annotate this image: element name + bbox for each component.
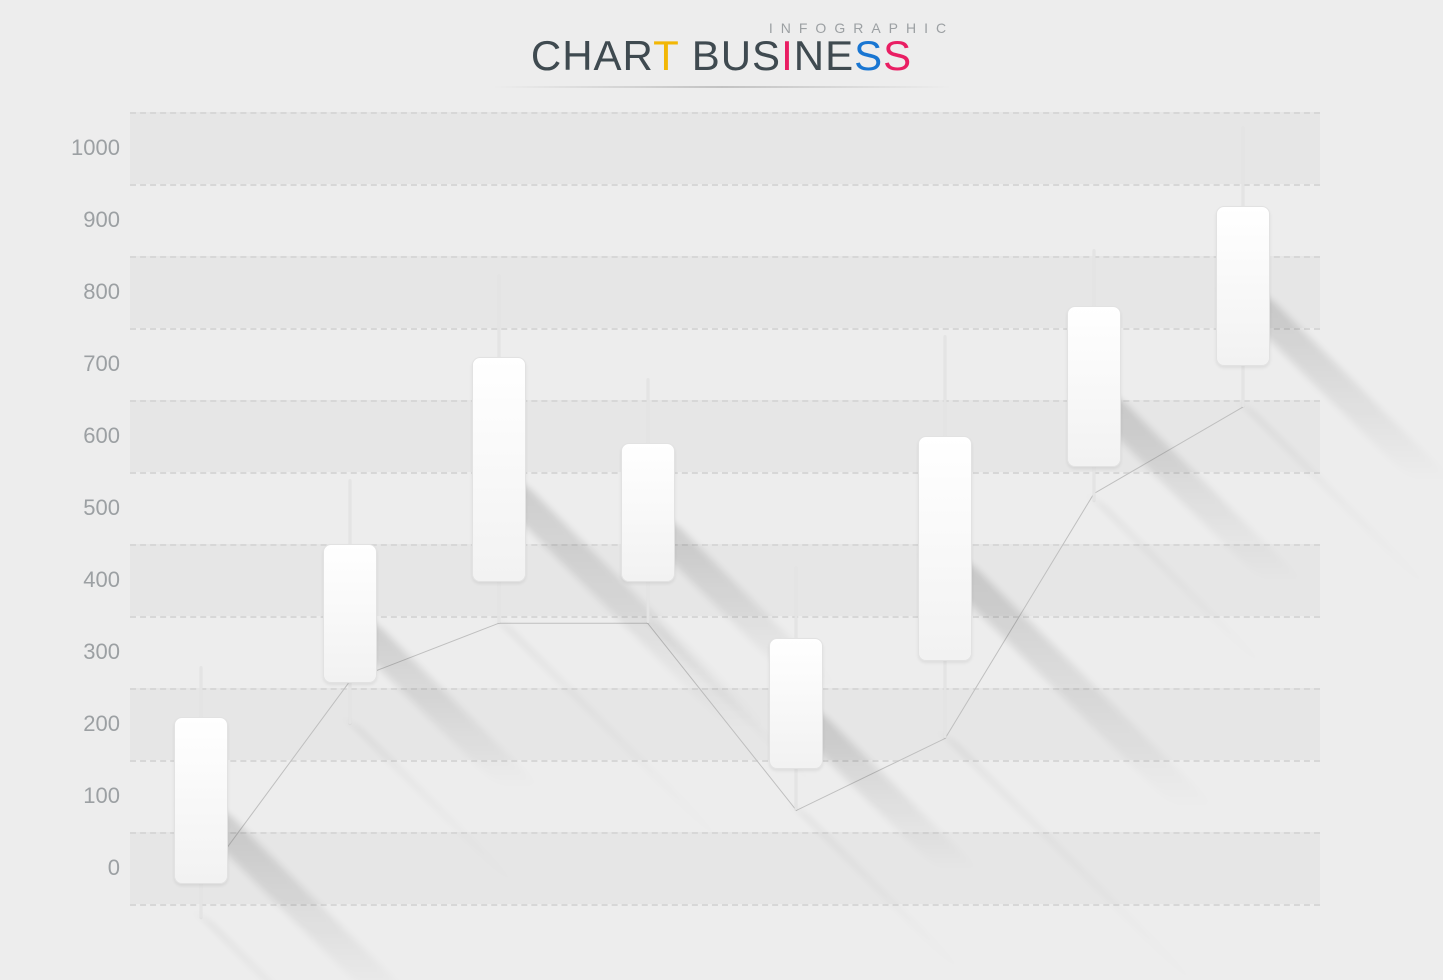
candle bbox=[324, 112, 376, 940]
grid-line bbox=[130, 832, 1320, 834]
candle bbox=[622, 112, 674, 940]
candle-body bbox=[621, 443, 675, 582]
candle bbox=[919, 112, 971, 940]
title-segment: BUS bbox=[692, 32, 781, 79]
grid-line bbox=[130, 256, 1320, 258]
infographic-page: { "header":{ "pre_title":"INFOGRAPHIC", … bbox=[0, 0, 1443, 980]
title-segment: NE bbox=[794, 32, 854, 79]
candle bbox=[175, 112, 227, 940]
title-segment: T bbox=[653, 32, 692, 79]
grid-line bbox=[130, 184, 1320, 186]
candle-body bbox=[769, 638, 823, 770]
candle-body bbox=[1216, 206, 1270, 366]
y-axis-tick-label: 1000 bbox=[40, 135, 120, 161]
trend-line bbox=[130, 112, 1320, 940]
grid-line bbox=[130, 112, 1320, 114]
grid-band bbox=[130, 256, 1320, 328]
candle bbox=[1217, 112, 1269, 940]
candle bbox=[473, 112, 525, 940]
y-axis-tick-label: 100 bbox=[40, 783, 120, 809]
candle bbox=[1068, 112, 1120, 940]
grid-line bbox=[130, 328, 1320, 330]
candle-body bbox=[1067, 306, 1121, 466]
y-axis-tick-label: 800 bbox=[40, 279, 120, 305]
candle-body bbox=[323, 544, 377, 683]
y-axis-tick-label: 0 bbox=[40, 855, 120, 881]
title-segment: I bbox=[781, 32, 794, 79]
y-axis-tick-label: 500 bbox=[40, 495, 120, 521]
y-axis-tick-label: 300 bbox=[40, 639, 120, 665]
grid-line bbox=[130, 400, 1320, 402]
candle-body bbox=[918, 436, 972, 661]
y-axis-labels: 0 100 200 300 400 500 600 700 800 900 1000 bbox=[40, 112, 120, 940]
title-segment: S bbox=[854, 32, 883, 79]
main-title: CHART BUSINESS bbox=[0, 32, 1443, 80]
candle-body bbox=[174, 717, 228, 885]
candle bbox=[770, 112, 822, 940]
y-axis-tick-label: 400 bbox=[40, 567, 120, 593]
y-axis-tick-label: 700 bbox=[40, 351, 120, 377]
candlestick-chart: 01002003004005006007008009001000 bbox=[130, 112, 1320, 940]
candle-body bbox=[472, 357, 526, 582]
y-axis-tick-label: 600 bbox=[40, 423, 120, 449]
y-axis-tick-label: 200 bbox=[40, 711, 120, 737]
grid-line bbox=[130, 616, 1320, 618]
grid-line bbox=[130, 472, 1320, 474]
title-underline bbox=[492, 86, 952, 88]
chart-title-block: INFOGRAPHIC CHART BUSINESS bbox=[0, 20, 1443, 88]
grid-band bbox=[130, 112, 1320, 184]
title-segment: S bbox=[883, 32, 912, 79]
y-axis-tick-label: 900 bbox=[40, 207, 120, 233]
title-segment: CHAR bbox=[531, 32, 653, 79]
